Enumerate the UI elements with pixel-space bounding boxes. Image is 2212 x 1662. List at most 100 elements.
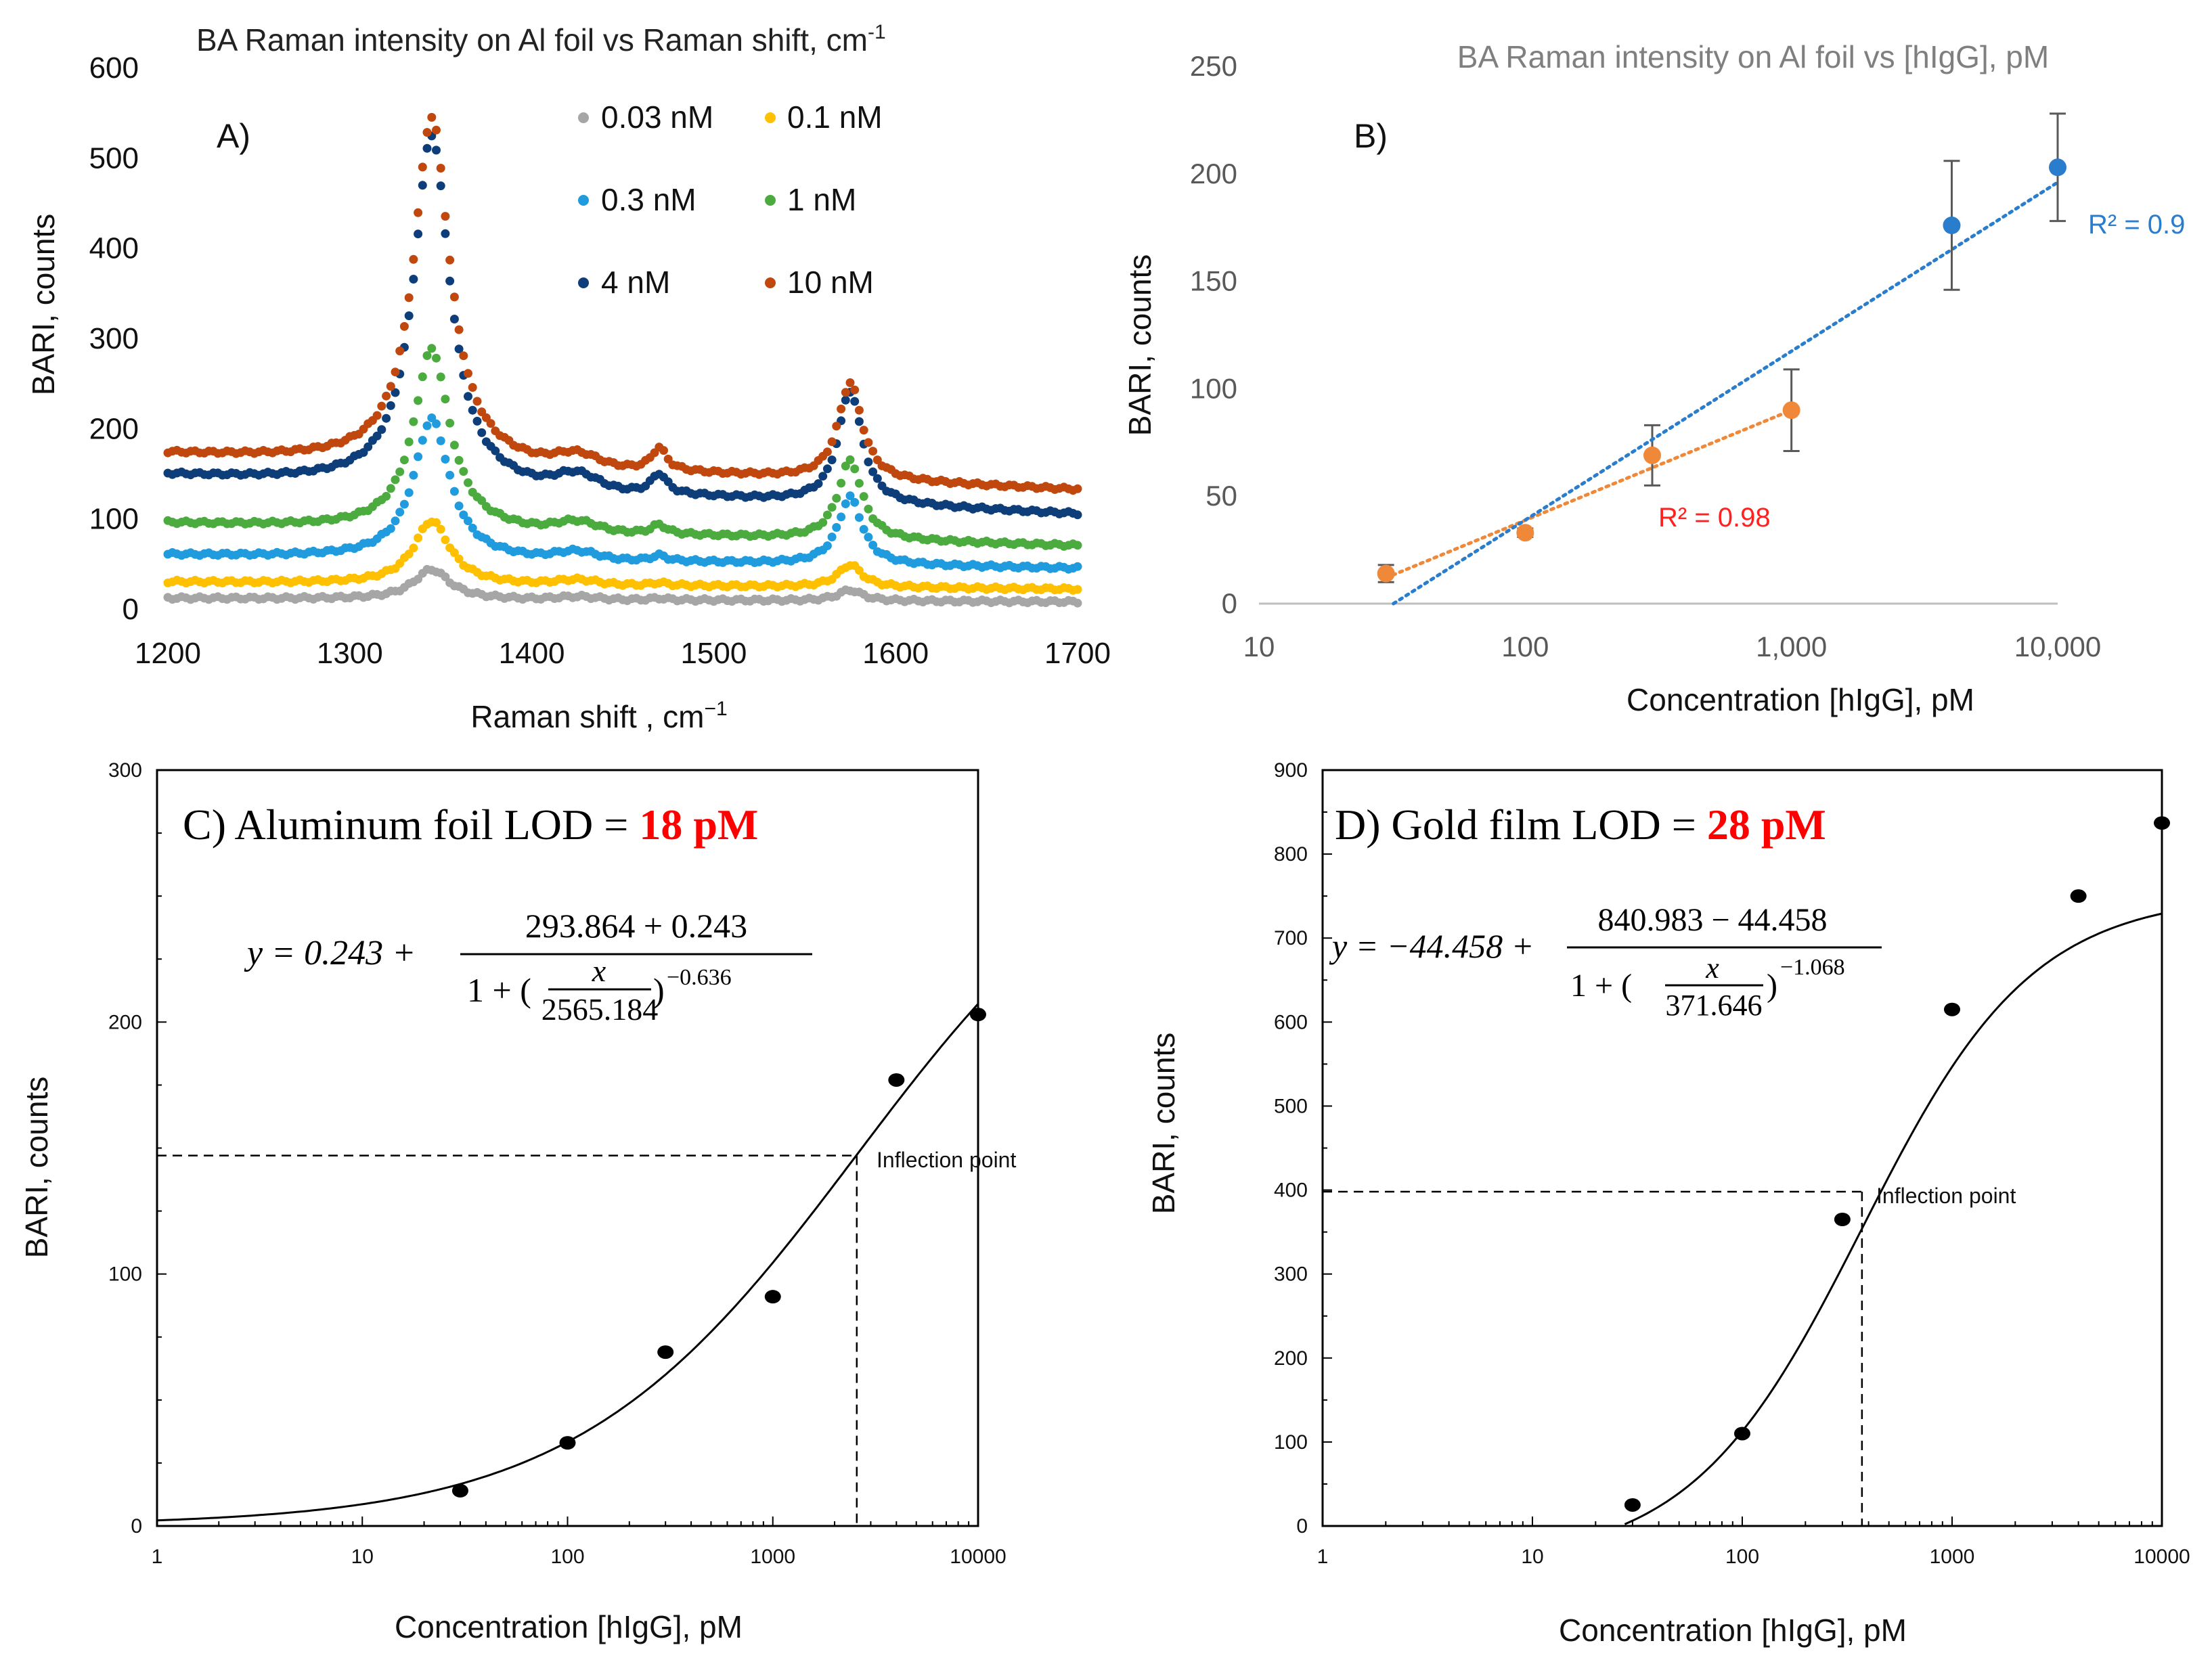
- legend-entry-2: 0.3 nM: [578, 182, 696, 217]
- panel-a-point: [445, 470, 455, 480]
- panel-a-point: [445, 276, 455, 286]
- panel-a-point: [441, 212, 450, 221]
- panel-c-xtick-label-1: 10: [351, 1546, 374, 1568]
- panel-a-point: [822, 464, 832, 474]
- panel-d-eq-den-suffix: ): [1767, 968, 1777, 1004]
- panel-a-point: [850, 464, 860, 474]
- panel-a-point: [845, 455, 855, 464]
- panel-a-ytick-5: 500: [89, 141, 139, 175]
- panel-d-eq-den-prefix: 1 + (: [1570, 968, 1632, 1004]
- legend-label-1: 0.1 nM: [787, 99, 883, 135]
- panel-a-point: [391, 388, 400, 397]
- panel-a-point: [854, 566, 864, 575]
- panel-d-ylabel: BARI, counts: [1146, 1033, 1181, 1214]
- legend-marker-0: [578, 112, 589, 123]
- panel-a-point: [432, 145, 441, 155]
- panel-a-point: [841, 395, 850, 405]
- panel-c-ytick-label-1: 100: [108, 1263, 142, 1286]
- panel-a-ytick-6: 600: [89, 51, 139, 85]
- panel-d-inflection-label: Inflection point: [1876, 1184, 2016, 1208]
- panel-a-point: [395, 346, 405, 356]
- panel-a-point: [422, 421, 432, 430]
- panel-a-point: [850, 385, 860, 395]
- panel-d-point: [1624, 1498, 1641, 1512]
- panel-c-eq-denominator: 2565.184: [541, 992, 659, 1027]
- panel-a-xlabel: Raman shift , cm−1: [470, 698, 727, 734]
- panel-b-ytick-3: 150: [1190, 265, 1237, 297]
- legend-label-2: 0.3 nM: [601, 182, 696, 217]
- panel-c-inflection-label: Inflection point: [877, 1148, 1016, 1172]
- panel-a-point: [432, 518, 441, 527]
- panel-a-point: [854, 405, 864, 415]
- panel-a: BA Raman intensity on Al foil vs Raman s…: [26, 21, 1111, 734]
- panel-a-point: [391, 516, 400, 526]
- legend-marker-4: [578, 277, 589, 288]
- panel-a-point: [827, 533, 837, 541]
- panel-b-series-1: [1392, 112, 2066, 606]
- panel-d-xtick-label-1: 10: [1521, 1546, 1543, 1568]
- panel-a-point: [372, 431, 382, 441]
- panel-a-point: [459, 351, 468, 361]
- panel-b-xtick-0: 10: [1243, 631, 1275, 662]
- panel-c-eq-den-suffix: ): [653, 971, 665, 1009]
- panel-a-point: [363, 442, 373, 451]
- panel-a-point: [409, 275, 418, 284]
- panel-a-point: [1073, 585, 1082, 594]
- panel-c-plot: [156, 1003, 986, 1526]
- legend-marker-2: [578, 195, 589, 206]
- legend-label-3: 1 nM: [787, 182, 856, 217]
- panel-a-point: [468, 405, 477, 415]
- panel-a-point: [418, 372, 427, 382]
- legend-marker-3: [765, 195, 776, 206]
- panel-a-point: [436, 436, 445, 445]
- panel-a-point: [818, 472, 828, 481]
- legend-marker-1: [765, 112, 776, 123]
- panel-a-point: [382, 413, 391, 423]
- panel-a-point: [837, 512, 846, 522]
- panel-c-eq-numerator: 293.864 + 0.243: [525, 907, 747, 945]
- panel-a-series-3: [163, 344, 1082, 551]
- panel-a-point: [432, 419, 441, 428]
- panel-a-point: [449, 292, 459, 302]
- panel-a-point: [414, 452, 423, 462]
- panel-a-point: [404, 549, 414, 559]
- panel-a-point: [427, 112, 437, 122]
- panel-a-point: [859, 524, 868, 534]
- panel-a-label: A): [217, 117, 250, 155]
- panel-b-xlabel: Concentration [hIgG], pM: [1627, 682, 1974, 717]
- panel-d-xlabel: Concentration [hIgG], pM: [1559, 1613, 1907, 1648]
- panel-d-ytick-label-1: 100: [1274, 1431, 1308, 1454]
- panel-a-point: [459, 467, 468, 476]
- panel-a-point: [864, 438, 873, 447]
- panel-a-point: [409, 470, 418, 480]
- panel-a-title: BA Raman intensity on Al foil vs Raman s…: [196, 21, 886, 58]
- panel-a-point: [454, 455, 464, 465]
- panel-a-point: [377, 425, 386, 434]
- panel-a-point: [427, 344, 437, 353]
- panel-a-point: [382, 491, 391, 501]
- panel-a-point: [395, 467, 405, 476]
- panel-a-point: [422, 143, 432, 153]
- panel-a-ticks: 0 100 200 300 400 500 600 1200 1300 1400 1500 1600 1…: [89, 51, 1111, 670]
- panel-a-point: [850, 397, 860, 406]
- panel-a-point: [464, 369, 472, 378]
- panel-a-point: [872, 455, 882, 465]
- panel-b-xtick-2: 1,000: [1756, 631, 1827, 662]
- panel-a-point: [414, 533, 423, 543]
- panel-a-point: [404, 488, 414, 497]
- panel-a-point: [441, 395, 450, 404]
- panel-d-ytick-label-0: 0: [1296, 1515, 1308, 1537]
- legend-label-0: 0.03 nM: [601, 99, 713, 135]
- panel-b-series-0: [1377, 368, 1800, 583]
- panel-c-ticks: 0 100 200 300 1 10 100 1000 10000: [108, 759, 1007, 1568]
- panel-b-xtick-1: 100: [1501, 631, 1549, 662]
- panel-a-xtick-2: 1400: [499, 637, 565, 670]
- panel-b-r2-high: R² = 0.9: [2088, 210, 2185, 240]
- panel-a-point: [436, 181, 445, 191]
- panel-b-point: [1782, 401, 1800, 420]
- panel-a-point: [832, 422, 841, 431]
- panel-c-xtick-label-2: 100: [550, 1546, 584, 1568]
- panel-a-point: [868, 447, 878, 456]
- panel-c-title: C) Aluminum foil LOD = 18 pM: [183, 801, 758, 849]
- legend-entry-4: 4 nM: [578, 265, 670, 300]
